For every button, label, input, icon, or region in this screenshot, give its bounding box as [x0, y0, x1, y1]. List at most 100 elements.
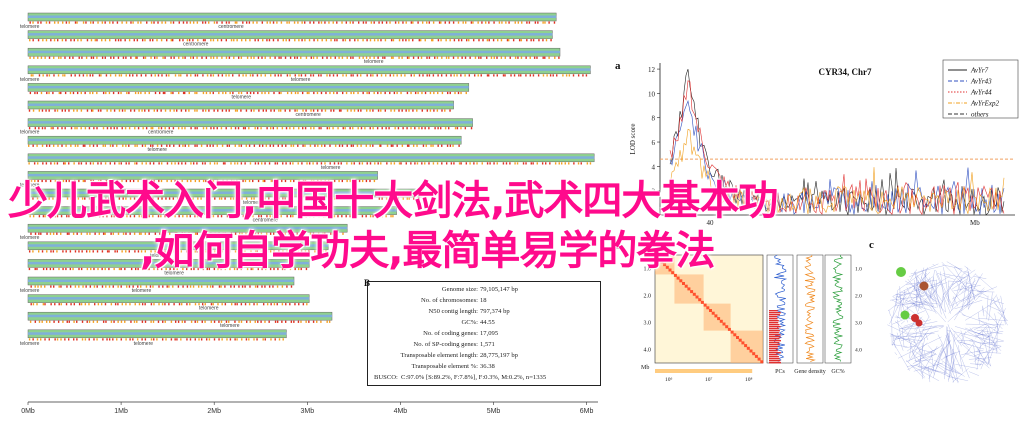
feature-tick — [300, 57, 301, 59]
headline-line-2: ,如何自学功夫,最简单易学的拳法 — [140, 218, 714, 276]
feature-tick — [194, 145, 195, 147]
pc-negative-bar — [769, 356, 779, 357]
feature-tick — [36, 145, 37, 147]
feature-tick — [150, 57, 151, 59]
feature-tick — [381, 127, 382, 129]
feature-tick — [117, 303, 118, 305]
feature-tick — [518, 74, 519, 76]
feature-tick — [329, 127, 330, 129]
feature-tick — [226, 127, 227, 129]
feature-tick — [414, 127, 415, 129]
feature-tick — [163, 92, 164, 94]
feature-tick — [225, 92, 226, 94]
feature-tick — [46, 145, 47, 147]
feature-tick — [204, 321, 205, 323]
feature-tick — [142, 39, 143, 41]
feature-tick — [170, 92, 171, 94]
diagonal-contact — [685, 285, 688, 288]
feature-tick — [60, 286, 61, 288]
feature-tick — [107, 127, 108, 129]
diagonal-contact — [731, 331, 734, 334]
feature-tick — [116, 127, 117, 129]
feature-tick — [52, 92, 53, 94]
feature-tick — [201, 286, 202, 288]
diagonal-contact — [717, 317, 720, 320]
network-edge — [924, 351, 925, 357]
feature-tick — [465, 22, 466, 24]
feature-tick — [74, 74, 75, 76]
feature-tick — [62, 22, 63, 24]
y-axis-label: LOD score — [629, 124, 637, 155]
feature-tick — [81, 110, 82, 112]
feature-tick — [282, 303, 283, 305]
feature-tick — [49, 338, 50, 340]
diagonal-contact — [752, 352, 755, 355]
feature-tick — [162, 303, 163, 305]
feature-tick — [472, 22, 473, 24]
feature-tick — [59, 92, 60, 94]
feature-tick — [203, 92, 204, 94]
feature-tick — [212, 145, 213, 147]
feature-tick — [321, 110, 322, 112]
feature-tick — [91, 57, 92, 59]
colorbar-tick-label: 10⁶ — [665, 377, 673, 383]
feature-tick — [298, 127, 299, 129]
feature-tick — [480, 57, 481, 59]
feature-tick — [496, 57, 497, 59]
pc-negative-bar — [769, 340, 781, 341]
feature-tick — [447, 92, 448, 94]
feature-tick — [126, 286, 127, 288]
feature-tick — [366, 74, 367, 76]
network-edge — [914, 333, 917, 343]
feature-tick — [193, 286, 194, 288]
network-edge — [965, 299, 1000, 321]
feature-tick — [77, 39, 78, 41]
network-edge — [992, 298, 1007, 326]
feature-tick — [254, 39, 255, 41]
feature-tick — [406, 127, 407, 129]
feature-tick — [224, 286, 225, 288]
feature-tick — [458, 92, 459, 94]
feature-tick — [457, 57, 458, 59]
pc-negative-bar — [769, 350, 778, 351]
feature-tick — [210, 39, 211, 41]
feature-tick — [85, 127, 86, 129]
network-edge — [962, 315, 998, 327]
track-frame — [825, 255, 851, 363]
feature-tick — [42, 127, 43, 129]
feature-tick — [32, 145, 33, 147]
feature-tick — [369, 110, 370, 112]
feature-tick — [142, 127, 143, 129]
feature-tick — [254, 145, 255, 147]
feature-tick — [365, 22, 366, 24]
feature-tick — [291, 92, 292, 94]
feature-tick — [136, 74, 137, 76]
feature-tick — [475, 57, 476, 59]
feature-tick — [309, 39, 310, 41]
pc-negative-bar — [769, 358, 780, 359]
feature-tick — [466, 39, 467, 41]
feature-tick — [392, 57, 393, 59]
feature-tick — [103, 92, 104, 94]
feature-tick — [321, 22, 322, 24]
track-label: PCs — [775, 369, 785, 375]
feature-tick — [70, 145, 71, 147]
feature-tick — [235, 127, 236, 129]
feature-tick — [125, 303, 126, 305]
feature-tick — [49, 22, 50, 24]
feature-tick — [257, 92, 258, 94]
plot-title: CYR34, Chr7 — [819, 67, 872, 77]
feature-tick — [285, 39, 286, 41]
feature-tick — [390, 110, 391, 112]
feature-tick — [477, 22, 478, 24]
feature-tick — [251, 110, 252, 112]
feature-tick — [333, 22, 334, 24]
diagonal-contact — [736, 336, 739, 339]
statistic-value: 79,105,147 bp — [480, 285, 518, 294]
feature-tick — [209, 338, 210, 340]
feature-tick — [227, 145, 228, 147]
feature-tick — [36, 303, 37, 305]
diagonal-contact — [701, 301, 704, 304]
feature-tick — [110, 145, 111, 147]
